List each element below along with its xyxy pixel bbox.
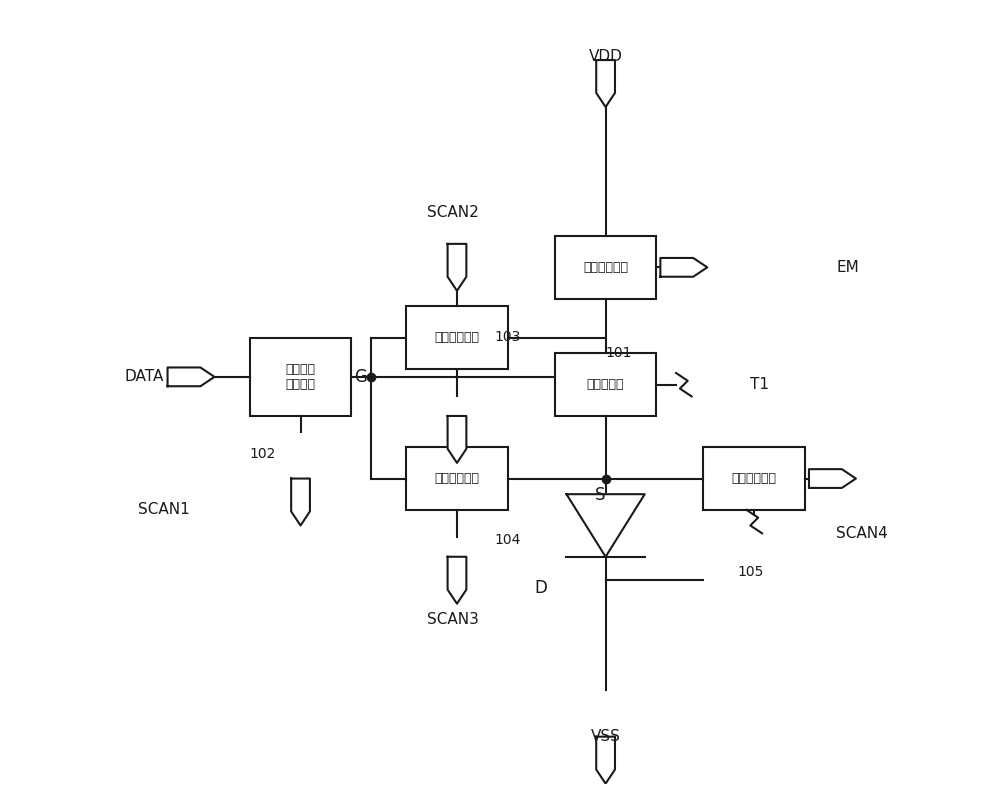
FancyBboxPatch shape (406, 447, 508, 509)
FancyBboxPatch shape (555, 236, 656, 298)
Polygon shape (809, 469, 856, 488)
Text: 101: 101 (606, 345, 632, 360)
Polygon shape (660, 258, 707, 277)
Text: DATA: DATA (124, 370, 164, 385)
Text: SCAN4: SCAN4 (836, 526, 888, 541)
FancyBboxPatch shape (406, 306, 508, 369)
Polygon shape (448, 416, 466, 463)
Text: SCAN1: SCAN1 (138, 502, 190, 517)
Text: 第一补偿模块: 第一补偿模块 (434, 331, 479, 345)
Text: SCAN2: SCAN2 (427, 206, 479, 221)
Polygon shape (448, 244, 466, 290)
Text: SCAN3: SCAN3 (427, 612, 479, 626)
Polygon shape (291, 479, 310, 525)
Text: VSS: VSS (591, 728, 621, 744)
Text: 第三补偿模块: 第三补偿模块 (732, 472, 777, 485)
Text: VDD: VDD (589, 49, 623, 64)
Text: 第二补偿模块: 第二补偿模块 (434, 472, 479, 485)
Polygon shape (566, 495, 645, 557)
Text: 发光控制模块: 发光控制模块 (583, 261, 628, 274)
Text: T1: T1 (750, 377, 769, 392)
FancyBboxPatch shape (703, 447, 805, 509)
Polygon shape (448, 557, 466, 604)
Text: 104: 104 (495, 533, 521, 547)
Text: 103: 103 (495, 330, 521, 344)
Polygon shape (596, 736, 615, 783)
Text: G: G (354, 368, 367, 386)
Polygon shape (168, 367, 214, 386)
Text: 102: 102 (250, 447, 276, 462)
FancyBboxPatch shape (555, 353, 656, 416)
Text: 数据信号
写入模块: 数据信号 写入模块 (286, 363, 316, 391)
Text: EM: EM (836, 260, 859, 275)
FancyBboxPatch shape (250, 338, 351, 416)
Text: 驱动晶体管: 驱动晶体管 (587, 378, 624, 391)
Text: D: D (534, 579, 547, 597)
Polygon shape (596, 60, 615, 107)
Text: S: S (595, 487, 606, 505)
Text: 105: 105 (737, 564, 763, 579)
